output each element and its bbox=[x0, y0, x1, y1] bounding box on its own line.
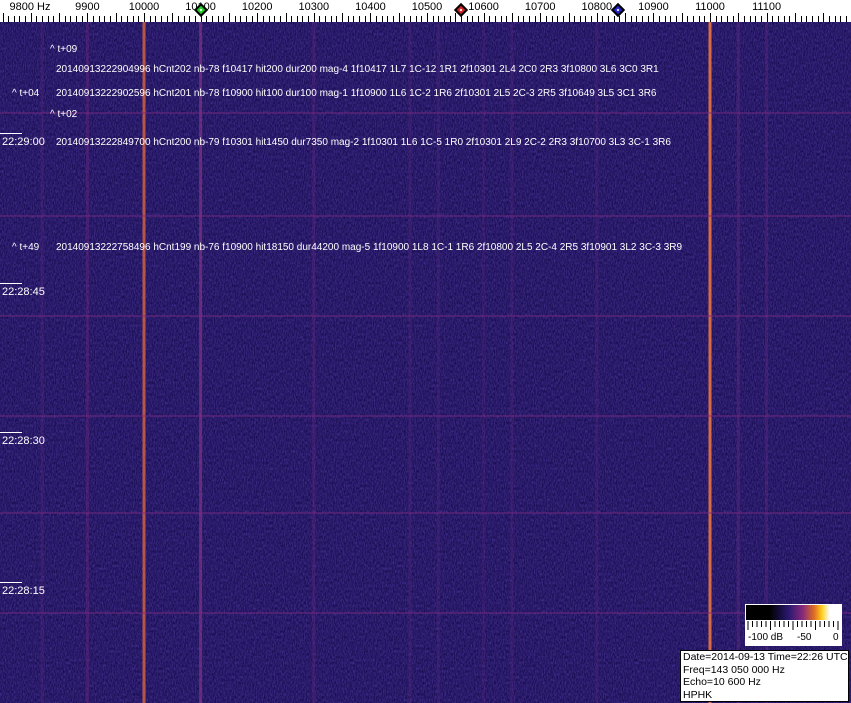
interference-line bbox=[0, 315, 851, 317]
carrier-line bbox=[765, 22, 769, 703]
carrier-line bbox=[312, 22, 316, 703]
legend-ticks bbox=[747, 621, 839, 630]
offset-label: ^ t+09 bbox=[50, 44, 78, 55]
echo-text: Echo=10 600 Hz bbox=[683, 676, 761, 688]
offset-label: ^ t+04 bbox=[12, 88, 40, 99]
interference-line bbox=[0, 215, 851, 217]
station-text: HPHK bbox=[683, 688, 713, 701]
carrier-line bbox=[482, 22, 486, 703]
axis-tick-label: 10400 bbox=[355, 1, 386, 13]
carrier-line bbox=[199, 22, 203, 703]
datetime-text: Date=2014-09-13 Time=22:26 UTC bbox=[683, 651, 848, 663]
axis-tick-label: 9900 bbox=[75, 1, 100, 13]
carrier-line bbox=[85, 22, 89, 703]
color-scale-legend: -100 dB -50 0 bbox=[745, 604, 842, 646]
event-line: 20140913222849700 hCnt200 nb-79 f10301 h… bbox=[56, 137, 671, 148]
carrier-line bbox=[708, 22, 712, 703]
event-line: 20140913222904996 hCnt202 nb-78 f10417 h… bbox=[56, 64, 659, 75]
carrier-line bbox=[408, 22, 412, 703]
axis-tick-label: 11000 bbox=[695, 1, 725, 13]
time-label: 22:28:15 bbox=[0, 582, 45, 597]
interference-line bbox=[0, 512, 851, 514]
axis-tick-label: 11100 bbox=[752, 1, 782, 13]
waterfall-spectrogram bbox=[0, 22, 851, 703]
event-line: 20140913222902596 hCnt201 nb-78 f10900 h… bbox=[56, 88, 657, 99]
legend-label: 0 bbox=[833, 632, 839, 643]
axis-tick-label: 10300 bbox=[298, 1, 330, 13]
carrier-line bbox=[142, 22, 146, 703]
interference-line bbox=[0, 112, 851, 114]
axis-tick-label: 10900 bbox=[638, 1, 669, 13]
carrier-line bbox=[436, 22, 440, 703]
carrier-line bbox=[595, 22, 599, 703]
time-label: 22:29:00 bbox=[0, 133, 45, 148]
axis-tick-label: 10000 bbox=[128, 1, 160, 13]
time-label: 22:28:45 bbox=[0, 283, 45, 298]
carrier-line bbox=[736, 22, 740, 703]
offset-label: ^ t+49 bbox=[12, 242, 40, 253]
frequency-axis: 9800 Hz 99001000010100102001030010400105… bbox=[0, 0, 851, 22]
time-label: 22:28:30 bbox=[0, 432, 45, 447]
legend-label: -100 dB bbox=[748, 632, 784, 643]
offset-label: ^ t+02 bbox=[50, 109, 78, 120]
legend-label: -50 bbox=[797, 632, 812, 643]
axis-ticks bbox=[3, 13, 847, 22]
axis-tick-label: 10200 bbox=[241, 1, 273, 13]
carrier-line bbox=[40, 22, 44, 703]
event-line: 20140913222758496 hCnt199 nb-76 f10900 h… bbox=[56, 242, 683, 253]
frequency-text: Freq=143 050 000 Hz bbox=[683, 663, 785, 676]
axis-tick-label: 10600 bbox=[468, 1, 499, 13]
axis-tick-label: 10800 bbox=[581, 1, 613, 13]
axis-tick-label: 10700 bbox=[524, 1, 556, 13]
info-panel: Date=2014-09-13 Time=22:26 UTC Freq=143 … bbox=[680, 650, 849, 702]
carrier-line bbox=[510, 22, 514, 703]
axis-unit-label: 9800 Hz bbox=[9, 1, 51, 13]
interference-line bbox=[0, 415, 851, 417]
interference-line bbox=[0, 612, 851, 614]
axis-tick-label: 10500 bbox=[411, 1, 443, 13]
color-gradient bbox=[746, 605, 841, 620]
